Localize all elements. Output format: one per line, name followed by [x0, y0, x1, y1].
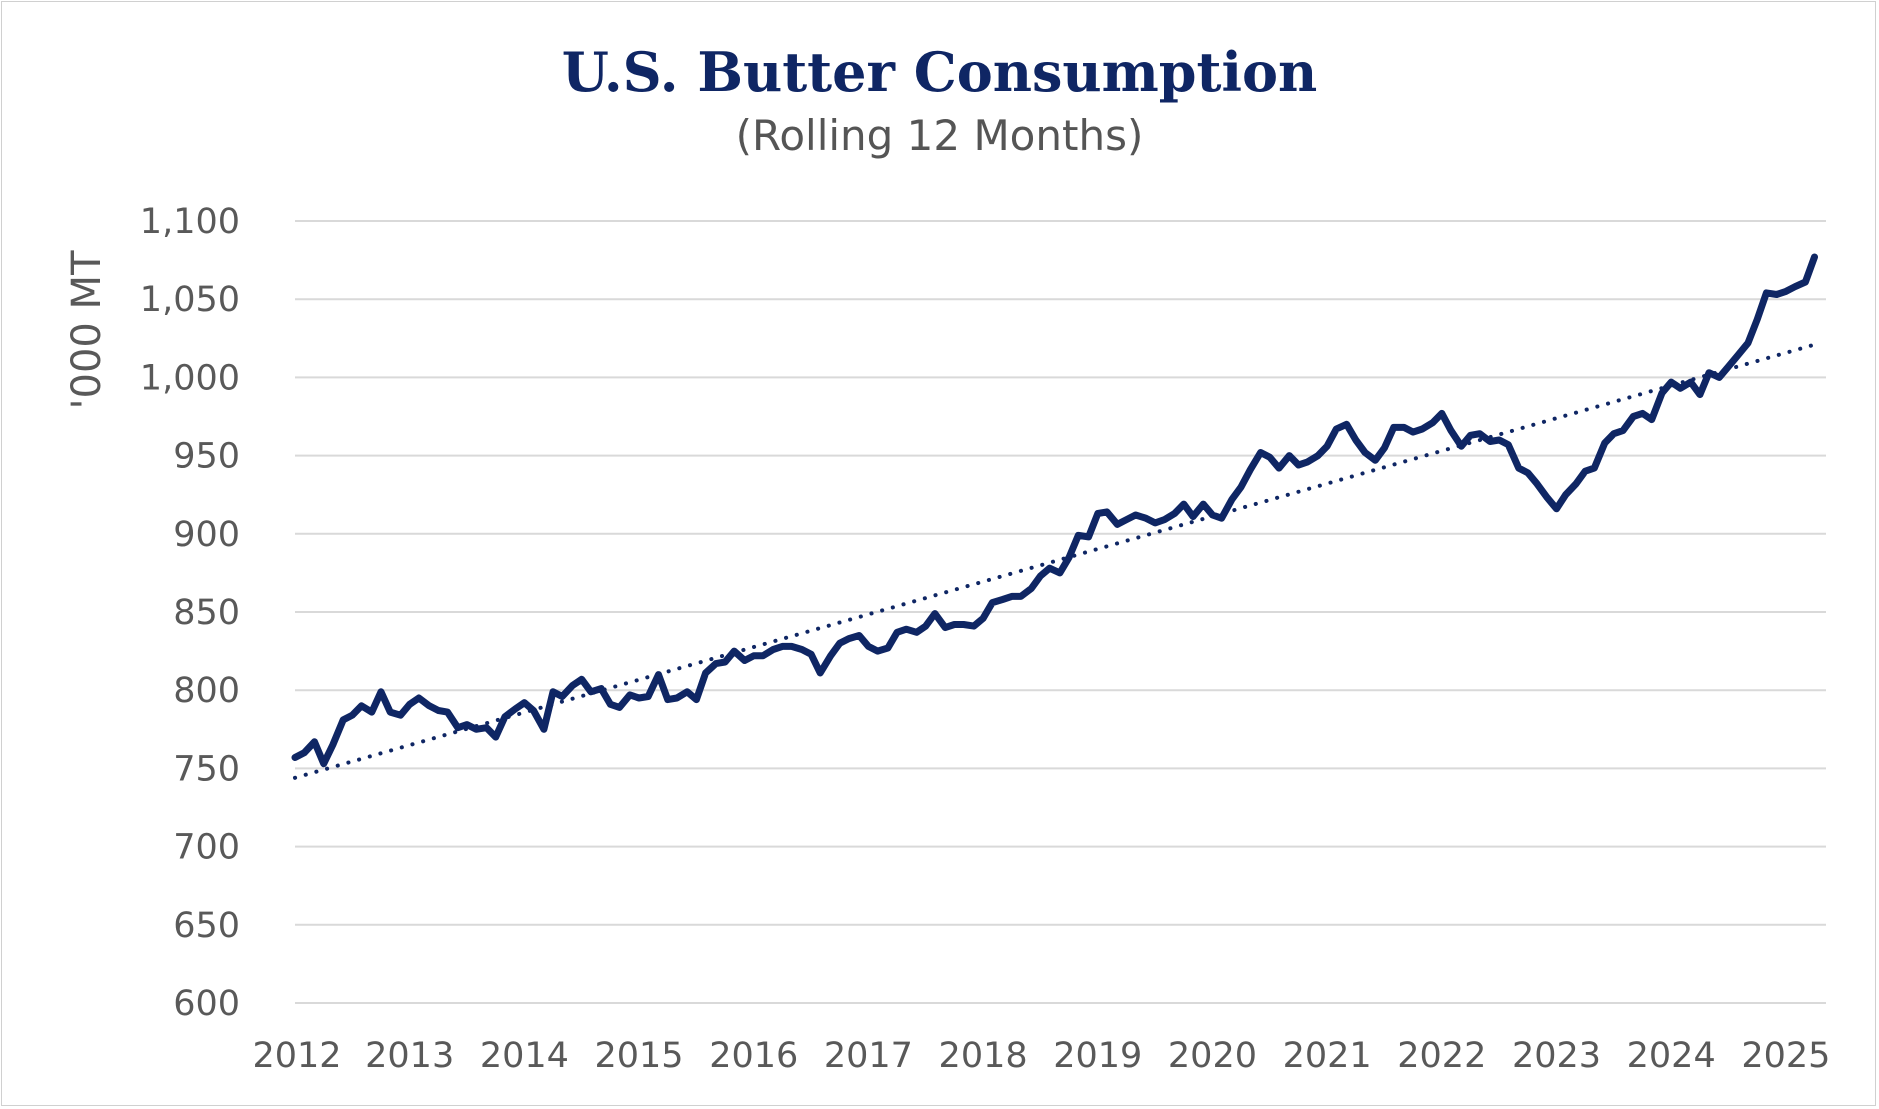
series-group: [291, 253, 1823, 780]
gridlines: [295, 220, 1826, 1004]
y-tick-label: 850: [173, 593, 240, 633]
x-tick-label: 2013: [365, 1036, 454, 1076]
y-tick-label: 700: [173, 828, 240, 868]
x-tick-label: 2012: [252, 1036, 341, 1076]
y-tick-label: 1,100: [140, 202, 240, 242]
x-tick-label: 2017: [824, 1036, 913, 1076]
y-tick-label: 1,000: [140, 358, 240, 398]
y-axis-label: '000 MT: [64, 250, 110, 410]
x-tick-label: 2021: [1283, 1036, 1372, 1076]
x-tick-label: 2016: [709, 1036, 798, 1076]
x-tick-label: 2020: [1168, 1036, 1257, 1076]
chart-title: U.S. Butter Consumption: [561, 40, 1318, 104]
x-tick-label: 2022: [1397, 1036, 1486, 1076]
y-tick-label: 600: [173, 984, 240, 1024]
trend-line: [293, 341, 1823, 780]
y-tick-label: 650: [173, 906, 240, 946]
y-tick-label: 900: [173, 515, 240, 555]
x-tick-label: 2018: [939, 1036, 1028, 1076]
y-tick-label: 1,050: [140, 280, 240, 320]
x-tick-label: 2015: [595, 1036, 684, 1076]
y-tick-label: 750: [173, 749, 240, 789]
x-tick-label: 2024: [1627, 1036, 1716, 1076]
y-axis-ticks: 600 650 700 750 800 850 900 950 1,000 1,050 1,100: [140, 202, 240, 1024]
y-tick-label: 800: [173, 671, 240, 711]
chart-subtitle: (Rolling 12 Months): [735, 111, 1144, 160]
x-tick-label: 2014: [480, 1036, 569, 1076]
y-tick-label: 950: [173, 437, 240, 477]
x-tick-label: 2019: [1053, 1036, 1142, 1076]
consumption-series-line: [291, 253, 1818, 768]
x-tick-label: 2023: [1512, 1036, 1601, 1076]
x-tick-label: 2025: [1741, 1036, 1830, 1076]
x-axis-ticks: 2012 2013 2014 2015 2016 2017 2018 2019 2020 2021…: [252, 1036, 1830, 1076]
